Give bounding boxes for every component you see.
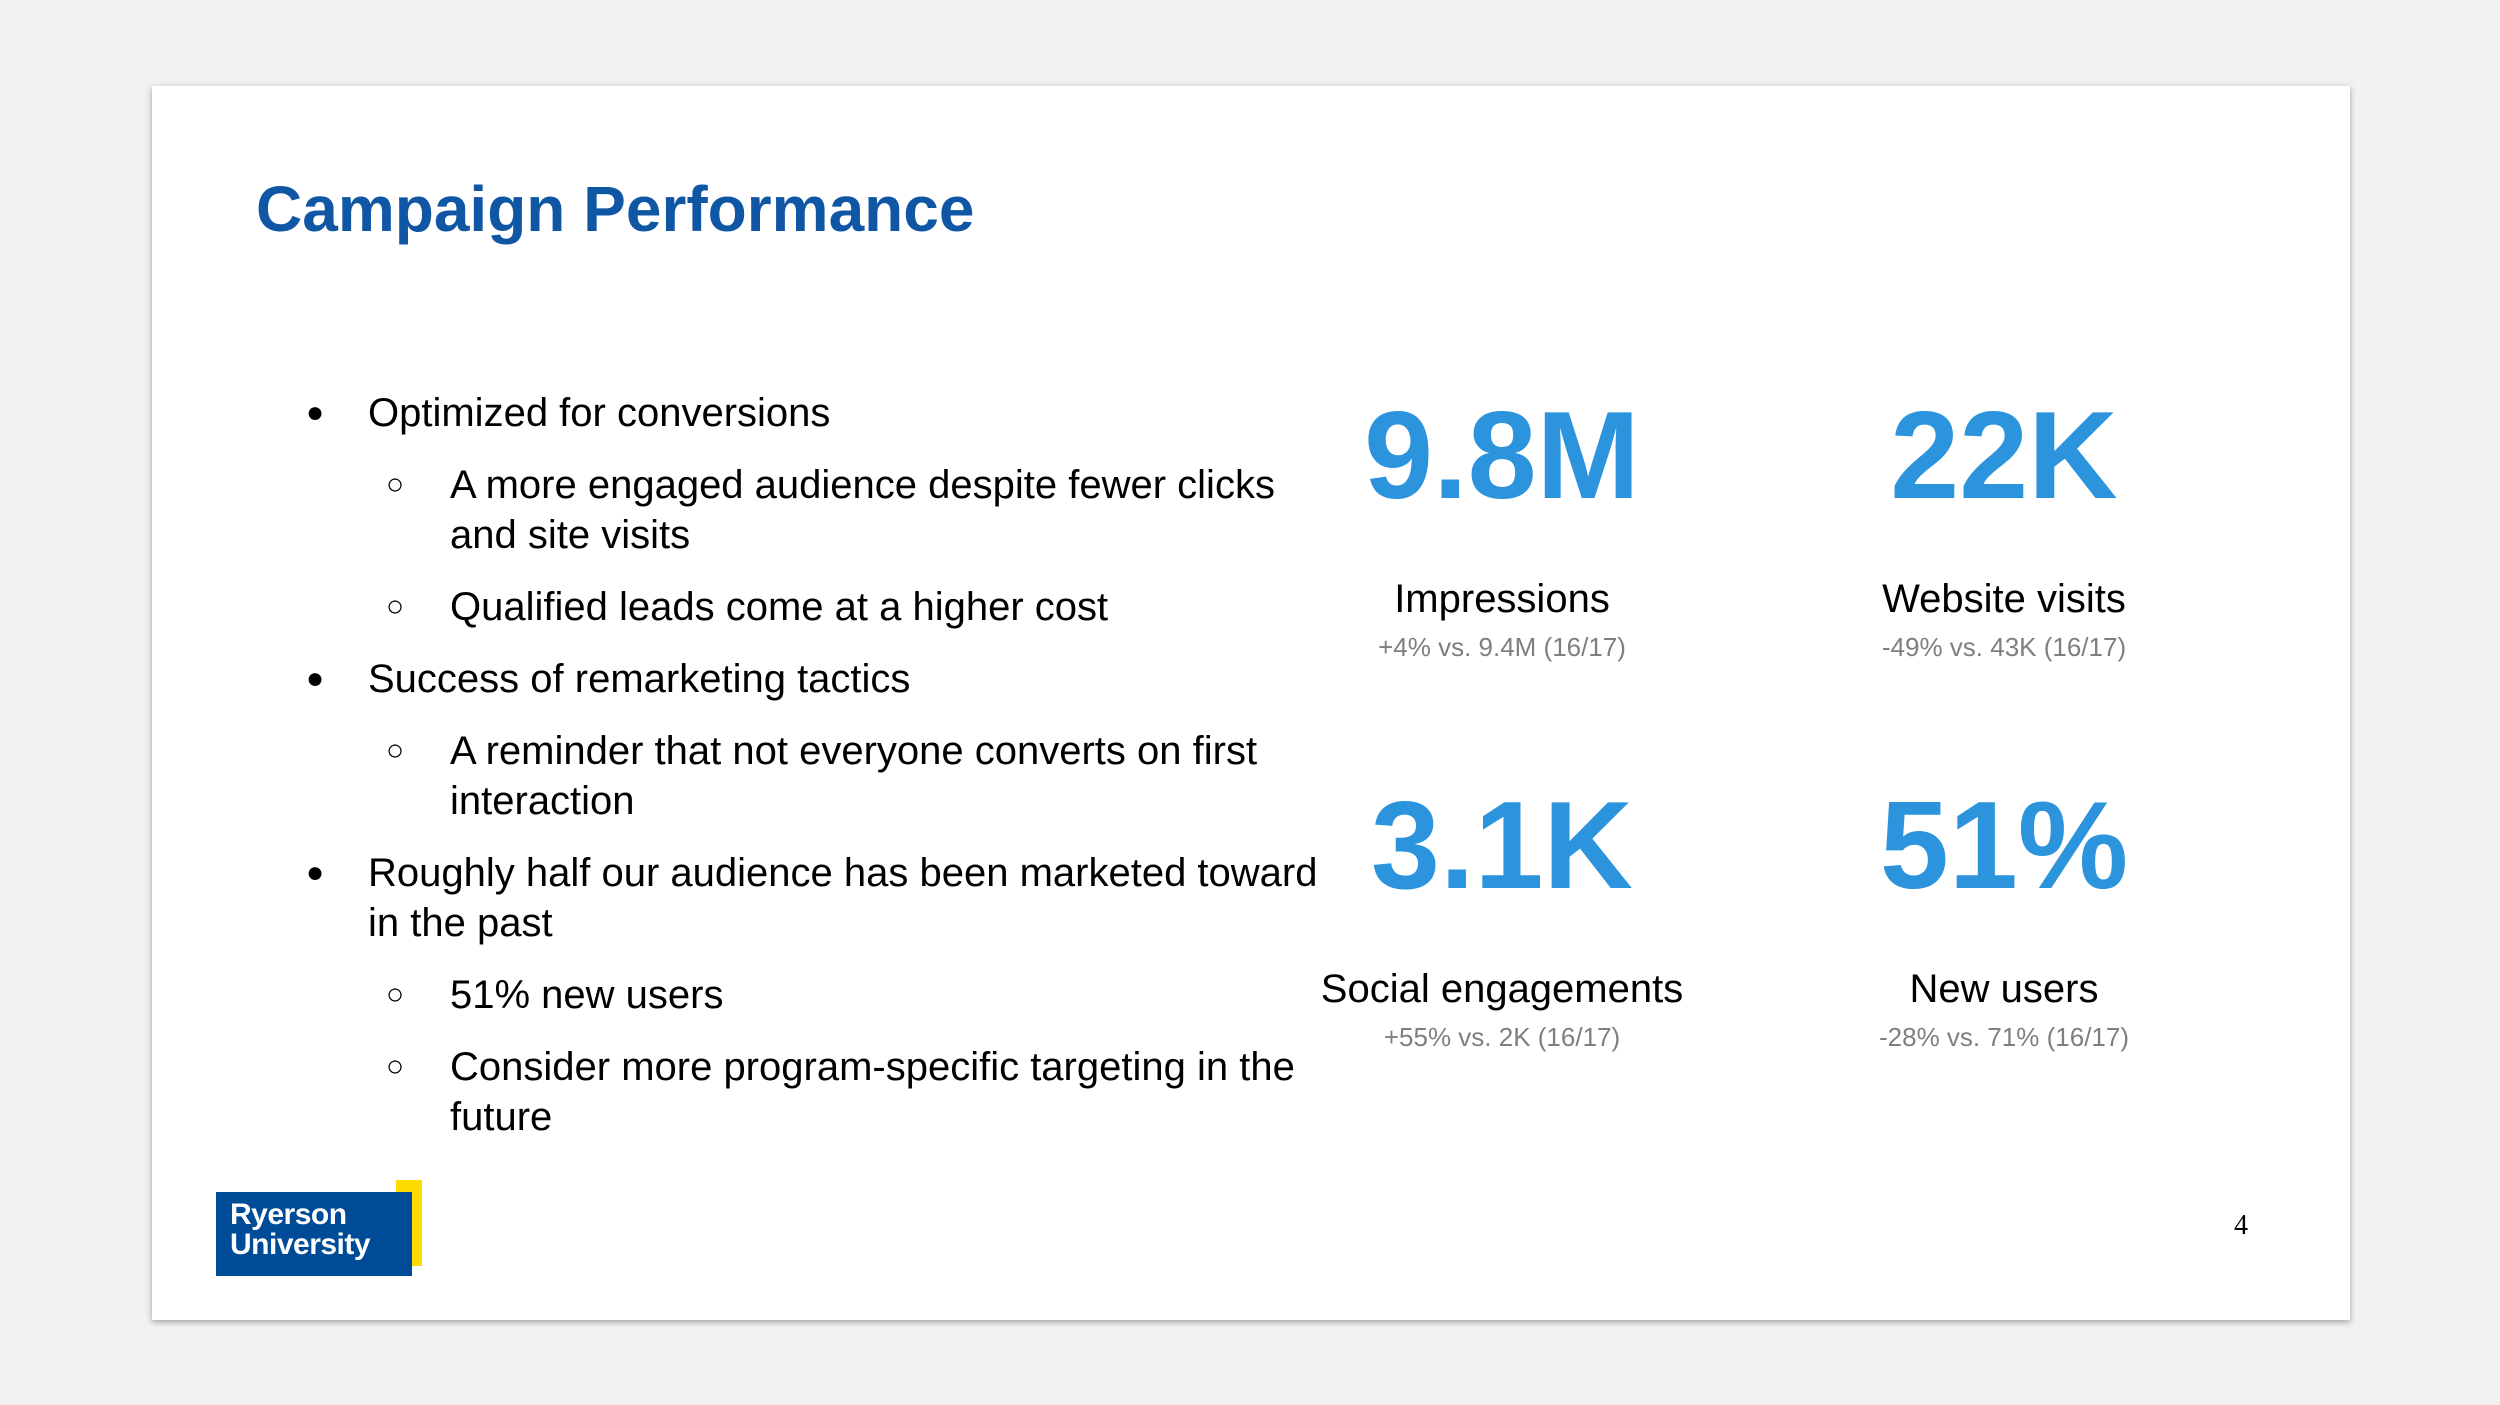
bullet-list: Optimized for conversions A more engaged… (302, 388, 1322, 1164)
stat-value: 3.1K (1371, 777, 1633, 915)
page-number: 4 (2234, 1210, 2248, 1241)
slide: Campaign Performance Optimized for conve… (152, 86, 2350, 1320)
slide-title: Campaign Performance (256, 173, 975, 245)
stat-social-engagements: 3.1K Social engagements +55% vs. 2K (16/… (1242, 776, 1762, 1054)
stat-comparison: +55% vs. 2K (16/17) (1383, 1022, 1621, 1052)
sub-bullet-item: Qualified leads come at a higher cost (384, 582, 1322, 632)
stat-label: New users (1909, 967, 2099, 1011)
sub-bullet-item: Consider more program-specific targeting… (384, 1042, 1322, 1142)
stat-value: 51% (1879, 777, 2129, 915)
stat-new-users: 51% New users -28% vs. 71% (16/17) (1744, 776, 2264, 1054)
logo-line-1: Ryerson (230, 1198, 347, 1231)
stat-label: Website visits (1882, 577, 2126, 621)
sub-bullet-item: A reminder that not everyone converts on… (384, 726, 1322, 826)
sub-bullet-item: A more engaged audience despite fewer cl… (384, 460, 1322, 560)
bullet-item: Optimized for conversions (302, 388, 1322, 438)
stat-label: Social engagements (1320, 967, 1684, 1011)
bullet-item: Roughly half our audience has been marke… (302, 848, 1322, 948)
stat-website-visits: 22K Website visits -49% vs. 43K (16/17) (1744, 386, 2264, 664)
bullet-item: Success of remarketing tactics (302, 654, 1322, 704)
stat-value: 22K (1890, 387, 2118, 525)
stat-comparison: +4% vs. 9.4M (16/17) (1378, 632, 1626, 662)
stat-value: 9.8M (1364, 387, 1640, 525)
ryerson-university-logo: Ryerson University (216, 1180, 426, 1290)
logo-blue-box (216, 1192, 412, 1276)
logo-line-2: University (230, 1228, 371, 1261)
stat-impressions: 9.8M Impressions +4% vs. 9.4M (16/17) (1242, 386, 1762, 664)
stat-label: Impressions (1394, 577, 1610, 621)
stat-comparison: -49% vs. 43K (16/17) (1881, 632, 2127, 662)
sub-bullet-item: 51% new users (384, 970, 1322, 1020)
logo-text: Ryerson University (230, 1198, 371, 1261)
stat-comparison: -28% vs. 71% (16/17) (1878, 1022, 2129, 1052)
